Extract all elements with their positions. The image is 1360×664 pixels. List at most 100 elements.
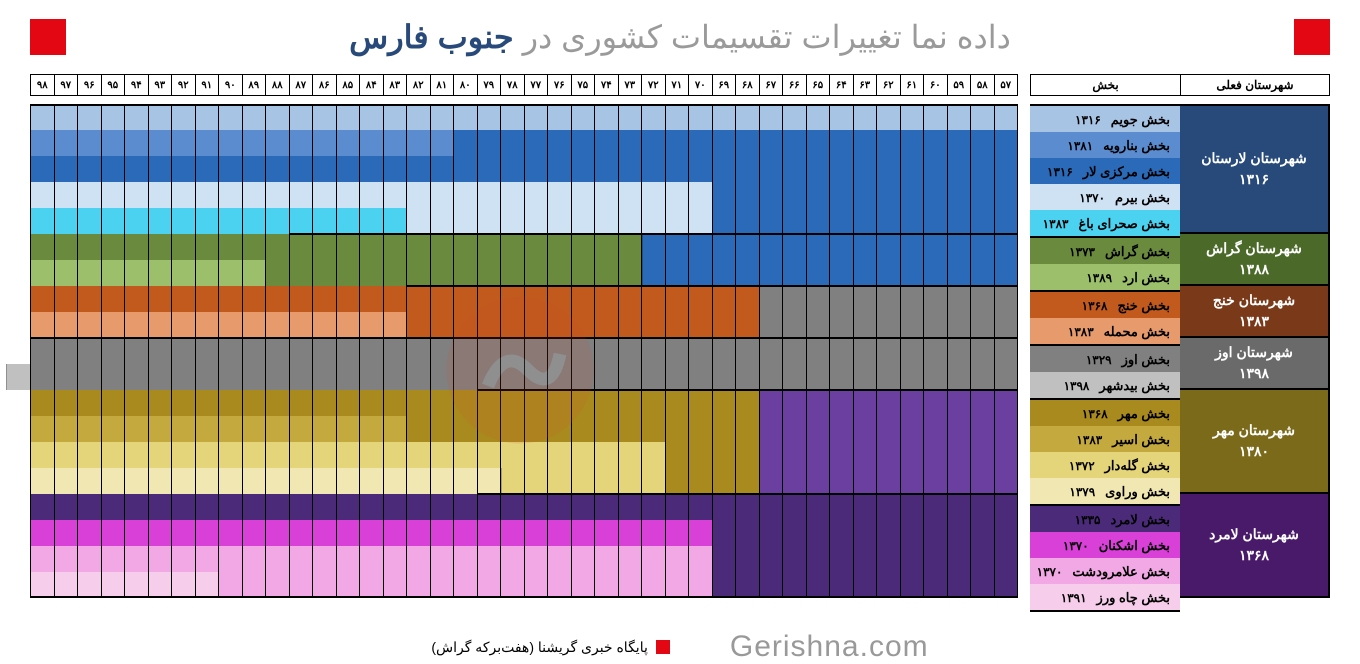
footer-credit: پایگاه خبری گریشنا (هفت‌برکه گراش) xyxy=(431,639,647,656)
timeline-row xyxy=(30,234,1018,260)
timeline-segment xyxy=(712,182,1018,208)
decor-square-right xyxy=(30,19,66,55)
year-cell: ۶۹ xyxy=(712,74,736,96)
timeline-segment xyxy=(759,286,1018,312)
year-cell: ۵۷ xyxy=(994,74,1019,96)
timeline-row xyxy=(30,130,1018,156)
year-cell: ۹۸ xyxy=(30,74,54,96)
year-cell: ۸۱ xyxy=(430,74,454,96)
section-year: ۱۳۶۸ xyxy=(1082,299,1108,313)
year-cell: ۹۳ xyxy=(148,74,172,96)
county-block: شهرستان خنج۱۳۸۳ xyxy=(1180,286,1330,338)
timeline-segment xyxy=(218,572,712,598)
county-year: ۱۳۸۰ xyxy=(1239,441,1269,462)
section-name: بخش لامرد xyxy=(1110,512,1170,528)
section-name: بخش ارد xyxy=(1122,270,1170,286)
year-cell: ۸۵ xyxy=(336,74,360,96)
timeline-row xyxy=(30,338,1018,364)
county-block: شهرستان لارستان۱۳۱۶ xyxy=(1180,104,1330,234)
county-name: شهرستان لارستان xyxy=(1201,148,1307,169)
county-year: ۱۳۸۸ xyxy=(1239,259,1269,280)
section-cell: بخش چاه ورز۱۳۹۱ xyxy=(1030,584,1180,610)
county-name: شهرستان خنج xyxy=(1213,290,1295,311)
timeline-segment xyxy=(30,546,712,572)
section-year: ۱۳۷۰ xyxy=(1037,565,1063,579)
section-cell: بخش گله‌دار ۱۳۷۲ xyxy=(1030,452,1180,478)
timeline-row xyxy=(30,208,1018,234)
year-cell: ۶۴ xyxy=(829,74,853,96)
year-cell: ۹۴ xyxy=(124,74,148,96)
timeline-row xyxy=(30,390,1018,416)
year-cell: ۸۰ xyxy=(453,74,477,96)
county-year: ۱۳۱۶ xyxy=(1239,169,1269,190)
section-cell: بخش وراوی۱۳۷۹ xyxy=(1030,478,1180,504)
year-cell: ۷۳ xyxy=(618,74,642,96)
section-cell: بخش اشکنان۱۳۷۰ xyxy=(1030,532,1180,558)
section-year: ۱۳۷۰ xyxy=(1063,539,1089,553)
timeline-segment xyxy=(406,208,712,234)
county-block: شهرستان مهر۱۳۸۰ xyxy=(1180,390,1330,494)
section-year: ۱۳۸۹ xyxy=(1086,271,1112,285)
section-cell: بخش مرکزی لار۱۳۱۶ xyxy=(1030,158,1180,184)
timeline-segment xyxy=(30,130,453,156)
timeline-segment xyxy=(30,208,406,234)
timeline-segment xyxy=(453,130,1018,156)
county-header: شهرستان فعلی xyxy=(1180,74,1330,96)
timeline-segment xyxy=(30,364,1018,390)
timeline-row xyxy=(30,416,1018,442)
timeline-row xyxy=(30,468,1018,494)
timeline-segment xyxy=(642,234,1018,260)
section-year: ۱۳۹۸ xyxy=(1064,379,1090,393)
county-column: شهرستان فعلی شهرستان لارستان۱۳۱۶شهرستان … xyxy=(1180,74,1330,612)
section-year: ۱۳۷۹ xyxy=(1069,485,1095,499)
section-cell: بخش اوز۱۳۲۹ xyxy=(1030,346,1180,372)
section-cell: بخش لامرد ۱۳۳۵ xyxy=(1030,506,1180,532)
year-cell: ۸۶ xyxy=(312,74,336,96)
section-cell: بخش علامرودشت ۱۳۷۰ xyxy=(1030,558,1180,584)
year-cell: ۹۷ xyxy=(54,74,78,96)
year-cell: ۷۶ xyxy=(547,74,571,96)
timeline-segment xyxy=(30,312,406,338)
section-name: بخش جویم xyxy=(1111,112,1170,128)
section-year: ۱۳۹۱ xyxy=(1061,591,1087,605)
section-name: بخش بیدشهر xyxy=(1099,378,1170,394)
section-cell: بخش بیدشهر ۱۳۹۸ xyxy=(1030,372,1180,398)
year-cell: ۷۸ xyxy=(500,74,524,96)
footer-site: Gerishna.com xyxy=(730,630,929,664)
section-year: ۱۳۷۰ xyxy=(1079,191,1105,205)
section-cell: بخش ارد ۱۳۸۹ xyxy=(1030,264,1180,290)
timeline-segment xyxy=(665,468,759,494)
year-cell: ۷۹ xyxy=(477,74,501,96)
timeline-segment xyxy=(30,572,218,598)
year-cell: ۶۱ xyxy=(900,74,924,96)
year-cell: ۸۹ xyxy=(242,74,266,96)
section-year: ۱۳۷۲ xyxy=(1069,459,1095,473)
year-cell: ۸۳ xyxy=(383,74,407,96)
section-name: بخش اوز xyxy=(1122,352,1170,368)
year-cell: ۸۷ xyxy=(289,74,313,96)
section-name: بخش علامرودشت xyxy=(1072,564,1170,580)
year-cell: ۶۸ xyxy=(735,74,759,96)
county-name: شهرستان مهر xyxy=(1213,420,1295,441)
timeline-row xyxy=(30,260,1018,286)
timeline-segment xyxy=(642,260,1018,286)
section-year: ۱۳۸۳ xyxy=(1043,217,1069,231)
section-column: بخش بخش جویم۱۳۱۶بخش بنارویه۱۳۸۱بخش مرکزی… xyxy=(1030,74,1180,612)
timeline-row xyxy=(30,494,1018,520)
year-cell: ۶۲ xyxy=(876,74,900,96)
year-cell: ۷۷ xyxy=(524,74,548,96)
year-header: ۵۷۵۸۵۹۶۰۶۱۶۲۶۳۶۴۶۵۶۶۶۷۶۸۶۹۷۰۷۱۷۲۷۳۷۴۷۵۷۶… xyxy=(30,74,1018,96)
timeline-segment xyxy=(30,390,759,416)
county-year: ۱۳۸۳ xyxy=(1239,311,1269,332)
section-year: ۱۳۳۵ xyxy=(1075,513,1101,527)
timeline-segment xyxy=(30,468,500,494)
section-cell: بخش خنج۱۳۶۸ xyxy=(1030,292,1180,318)
county-year: ۱۳۹۸ xyxy=(1239,363,1269,384)
section-cell: بخش مهر۱۳۶۸ xyxy=(1030,400,1180,426)
chart-grid: شهرستان فعلی شهرستان لارستان۱۳۱۶شهرستان … xyxy=(30,74,1330,612)
timeline-segment xyxy=(30,338,1018,364)
county-year: ۱۳۶۸ xyxy=(1239,545,1269,566)
section-name: بخش مهر xyxy=(1118,406,1170,422)
section-name: بخش گله‌دار xyxy=(1105,458,1170,474)
county-block: شهرستان لامرد۱۳۶۸ xyxy=(1180,494,1330,598)
